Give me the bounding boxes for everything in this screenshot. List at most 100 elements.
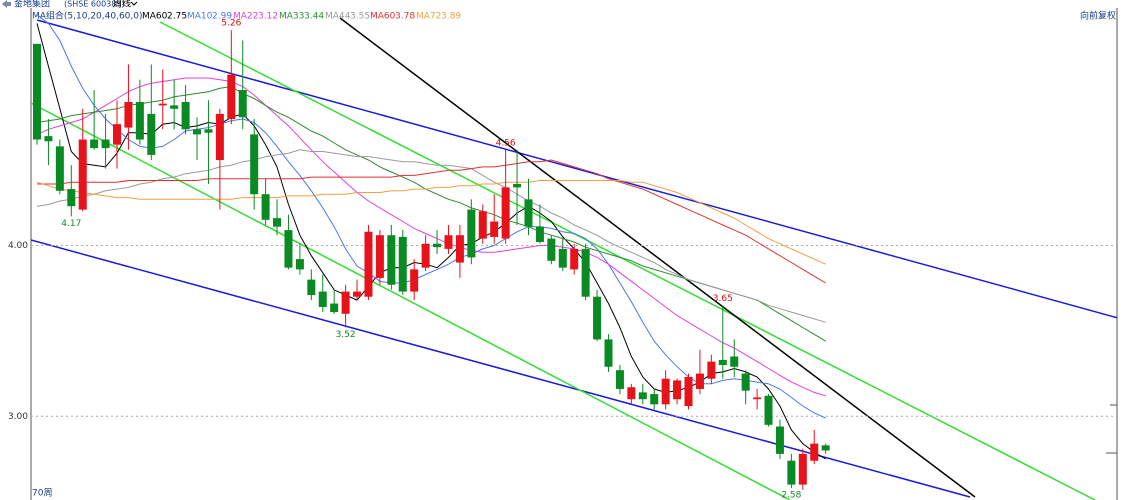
candle-body: [501, 187, 510, 239]
legend-name: MA60: [370, 12, 396, 22]
candle-body: [341, 291, 350, 314]
legend-value: 2.99: [212, 12, 232, 22]
candle-body: [798, 453, 807, 485]
bar-count: 70周: [32, 488, 52, 499]
candle-body: [707, 361, 716, 379]
adjust-mode[interactable]: 向前复权: [1080, 10, 1116, 22]
candle-body: [627, 387, 636, 400]
candle-body: [215, 113, 224, 161]
candle-body: [375, 235, 384, 278]
candle-body: [455, 235, 464, 263]
candle-body: [78, 139, 87, 210]
candle-body: [284, 230, 293, 268]
candle-body: [387, 235, 396, 285]
price-annotation: 5.26: [221, 19, 241, 29]
legend-value: 3.44: [304, 12, 324, 22]
candle-body: [764, 395, 773, 425]
trend-line: [31, 102, 791, 500]
price-annotation: 4.56: [496, 138, 516, 148]
candle-body: [650, 394, 659, 405]
candle-body: [170, 105, 179, 109]
candle-body: [101, 139, 110, 149]
candle-body: [398, 236, 407, 292]
candle-body: [238, 90, 247, 118]
legend-value: 3.55: [350, 12, 370, 22]
candle-body: [204, 129, 213, 133]
candle-body: [821, 445, 830, 451]
candle-body: [410, 269, 419, 292]
candle-body: [581, 248, 590, 297]
stock-code: (SHSE 600383): [64, 0, 125, 9]
candle-body: [158, 103, 167, 106]
candle-body: [147, 113, 156, 155]
candle-body: [604, 339, 613, 367]
price-annotation: 3.65: [713, 294, 733, 304]
candle-body: [695, 373, 704, 389]
candle-body: [673, 380, 682, 400]
price-annotation: 2.58: [781, 491, 801, 500]
candle-body: [684, 377, 693, 407]
stock-name: 金地集团: [14, 0, 50, 10]
candle-body: [718, 359, 727, 366]
candle-body: [433, 243, 442, 248]
candle-body: [547, 238, 556, 261]
candle-body: [181, 101, 190, 130]
legend-value: 3.78: [395, 12, 415, 22]
legend-value: 3.89: [441, 12, 461, 22]
candle-body: [513, 183, 522, 188]
dropdown-icon[interactable]: [130, 1, 138, 6]
ma-line: [36, 149, 826, 323]
candle-body: [295, 259, 304, 270]
candle-body: [787, 460, 796, 485]
candle-body: [193, 129, 202, 135]
candle-body: [490, 221, 499, 237]
candle-body: [741, 373, 750, 391]
price-annotation: 3.52: [336, 330, 356, 340]
candle-body: [90, 139, 99, 149]
candle-body: [261, 194, 270, 220]
legend-name: MA22: [233, 12, 258, 22]
candle-body: [467, 209, 476, 258]
legend-name: MA60: [142, 12, 168, 22]
plot: [31, 14, 1117, 500]
ma-line: [36, 23, 826, 460]
period[interactable]: 周线: [113, 0, 131, 10]
candle-body: [33, 43, 41, 140]
candle-body: [524, 199, 533, 227]
candle-body: [558, 248, 567, 268]
candle-body: [364, 231, 373, 297]
back-icon[interactable]: [2, 0, 11, 8]
candle-body: [307, 279, 316, 295]
legend-value: 3.12: [258, 12, 278, 22]
legend-name: MA10: [187, 12, 213, 22]
candle-body: [444, 235, 453, 249]
ma-line: [36, 77, 826, 397]
candle-body: [661, 378, 670, 405]
candle-body: [135, 101, 144, 140]
ma-line: [36, 14, 826, 419]
candle-body: [478, 211, 487, 239]
candle-body: [593, 296, 602, 340]
candle-body: [753, 397, 762, 400]
y-tick-label: 4.00: [8, 241, 28, 251]
trend-line: [159, 21, 1096, 500]
candle-body: [124, 101, 133, 128]
candle-body: [113, 124, 122, 145]
legend-value: 2.75: [167, 12, 187, 22]
candle-body: [227, 74, 236, 120]
legend-name: MA44: [325, 12, 351, 22]
candle-body: [730, 356, 739, 367]
candle-body: [353, 291, 362, 297]
ma-line: [36, 180, 826, 265]
candle-body: [421, 243, 430, 268]
candle-body: [250, 134, 259, 195]
candle-body: [67, 189, 76, 207]
ma-group[interactable]: MA组合(5,10,20,40,60,0): [32, 10, 143, 22]
candle-body: [638, 392, 647, 400]
candle-body: [570, 248, 579, 270]
candle-body: [615, 370, 624, 389]
ma-line: [37, 159, 826, 284]
candle-body: [330, 303, 339, 313]
trend-line: [339, 17, 976, 498]
